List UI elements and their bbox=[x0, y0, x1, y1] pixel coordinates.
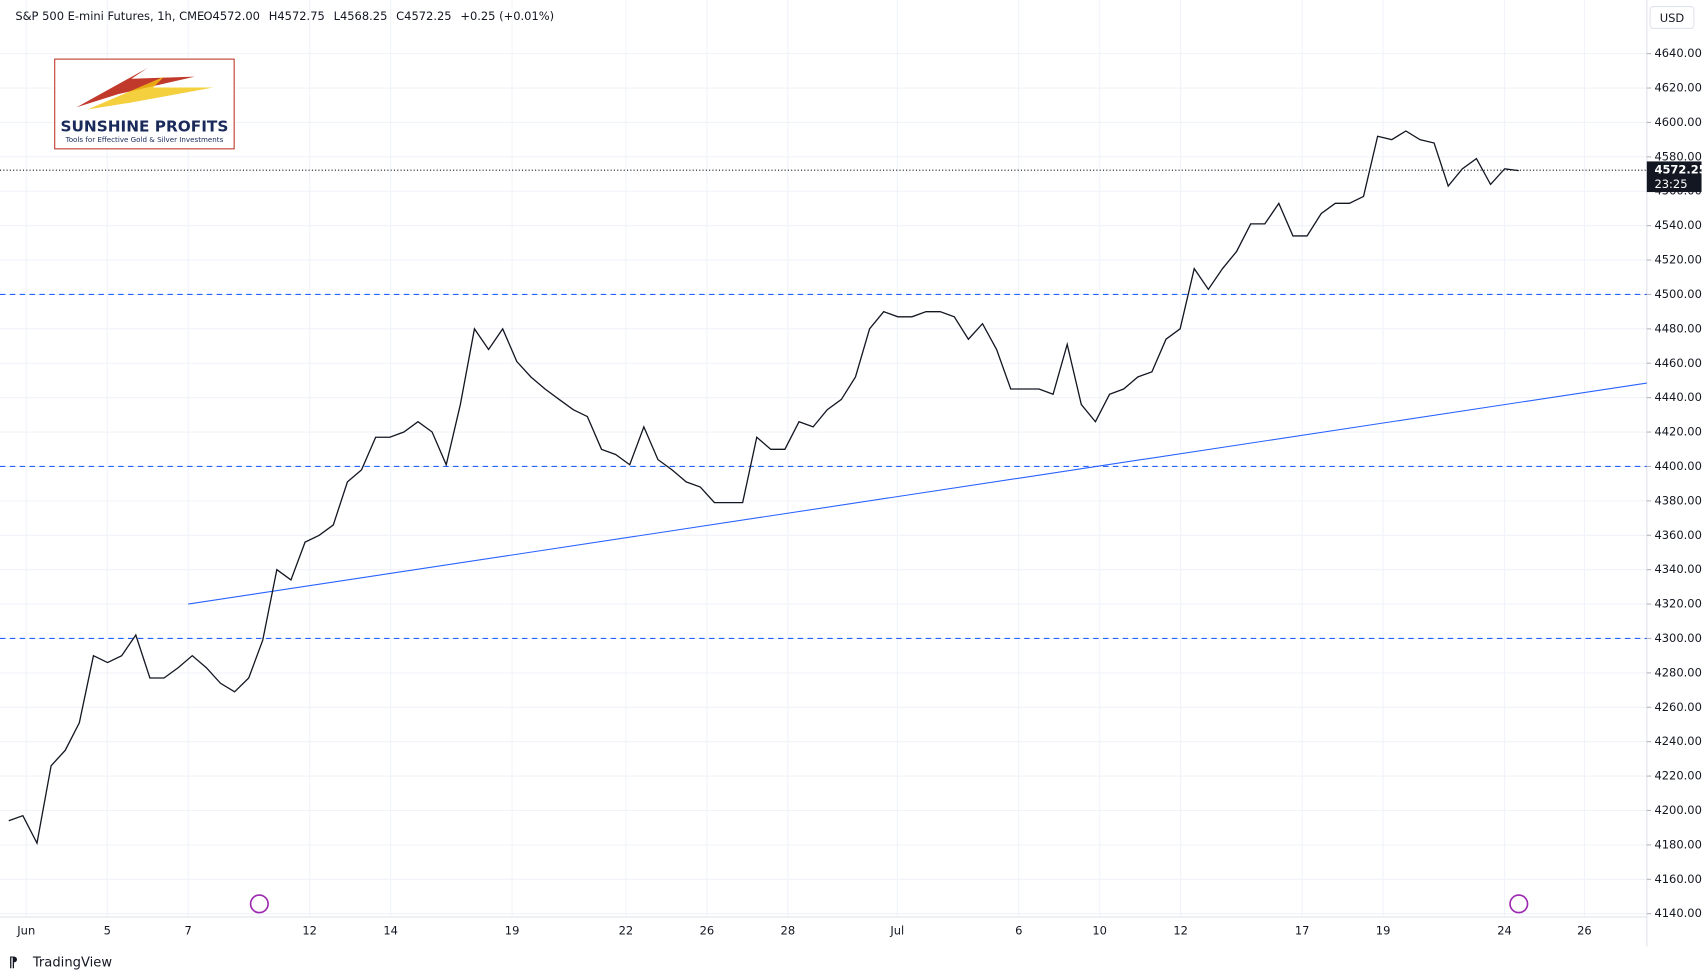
ohlc-legend: O4572.00 H4572.75 L4568.25 C4572.25 +0.25 (+… bbox=[204, 9, 555, 23]
x-tick-label: 19 bbox=[1376, 924, 1391, 938]
y-tick-label: 4280.00 bbox=[1654, 665, 1701, 679]
x-tick-label: 7 bbox=[185, 924, 192, 938]
x-tick-label: 19 bbox=[505, 924, 520, 938]
y-tick-label: 4580.00 bbox=[1654, 149, 1701, 163]
plot-area bbox=[0, 130, 1647, 846]
y-tick-label: 4140.00 bbox=[1654, 906, 1701, 920]
y-tick-label: 4320.00 bbox=[1654, 597, 1701, 611]
y-tick-label: 4620.00 bbox=[1654, 81, 1701, 95]
y-tick-label: 4300.00 bbox=[1654, 631, 1701, 645]
y-tick-label: 4460.00 bbox=[1654, 356, 1701, 370]
ohlc-value: O4572.00 bbox=[204, 9, 260, 23]
y-tick-label: 4240.00 bbox=[1654, 734, 1701, 748]
branding: TradingView bbox=[32, 955, 113, 970]
y-tick-label: 4200.00 bbox=[1654, 803, 1701, 817]
logo-name: SUNSHINE PROFITS bbox=[60, 117, 228, 135]
event-icon[interactable] bbox=[1509, 894, 1529, 914]
currency-button[interactable] bbox=[1649, 6, 1695, 30]
ohlc-value: C4572.25 bbox=[396, 9, 451, 23]
chart-title: S&P 500 E-mini Futures, 1h, CME bbox=[15, 9, 204, 23]
price-line bbox=[8, 130, 1519, 846]
x-tick-label: Jun bbox=[16, 924, 35, 938]
y-tick-label: 4440.00 bbox=[1654, 390, 1701, 404]
event-icon[interactable] bbox=[249, 894, 269, 914]
x-tick-label: 6 bbox=[1015, 924, 1022, 938]
y-tick-label: 4600.00 bbox=[1654, 115, 1701, 129]
y-tick-label: 4180.00 bbox=[1654, 837, 1701, 851]
y-tick-label: 4540.00 bbox=[1654, 218, 1701, 232]
y-tick-label: 4360.00 bbox=[1654, 528, 1701, 542]
x-tick-label: 26 bbox=[700, 924, 715, 938]
countdown: 23:25 bbox=[1654, 177, 1687, 191]
logo-tagline: Tools for Effective Gold & Silver Invest… bbox=[65, 135, 224, 144]
x-tick-label: Jul bbox=[889, 924, 904, 938]
tv-mark: ⁋ bbox=[9, 955, 18, 971]
x-tick-label: 14 bbox=[383, 924, 398, 938]
x-tick-label: 17 bbox=[1295, 924, 1310, 938]
logo: SUNSHINE PROFITS Tools for Effective Gol… bbox=[54, 58, 235, 150]
x-tick-label: 26 bbox=[1577, 924, 1592, 938]
y-tick-label: 4220.00 bbox=[1654, 769, 1701, 783]
ohlc-value: +0.25 (+0.01%) bbox=[460, 9, 554, 23]
ohlc-value: H4572.75 bbox=[269, 9, 325, 23]
x-tick-label: 12 bbox=[302, 924, 317, 938]
x-tick-label: 10 bbox=[1092, 924, 1107, 938]
y-tick-label: 4500.00 bbox=[1654, 287, 1701, 301]
y-tick-label: 4400.00 bbox=[1654, 459, 1701, 473]
x-tick-label: 5 bbox=[104, 924, 111, 938]
x-tick-label: 12 bbox=[1173, 924, 1188, 938]
y-tick-label: 4520.00 bbox=[1654, 253, 1701, 267]
y-tick-label: 4260.00 bbox=[1654, 700, 1701, 714]
currency[interactable]: USD bbox=[1660, 11, 1685, 25]
x-tick-label: 22 bbox=[619, 924, 634, 938]
logo-swoosh bbox=[87, 76, 214, 110]
x-tick-label: 28 bbox=[781, 924, 796, 938]
x-tick-label: 24 bbox=[1497, 924, 1512, 938]
y-tick-label: 4380.00 bbox=[1654, 493, 1701, 507]
y-tick-label: 4420.00 bbox=[1654, 425, 1701, 439]
y-tick-label: 4160.00 bbox=[1654, 872, 1701, 886]
last-price-box bbox=[1646, 161, 1702, 193]
logo-swoosh bbox=[76, 67, 195, 108]
last-price-label: 4572.25 bbox=[1654, 163, 1706, 177]
y-tick-label: 4640.00 bbox=[1654, 46, 1701, 60]
trendline bbox=[188, 382, 1647, 605]
ohlc-value: L4568.25 bbox=[334, 9, 388, 23]
y-tick-label: 4340.00 bbox=[1654, 562, 1701, 576]
y-tick-label: 4480.00 bbox=[1654, 321, 1701, 335]
